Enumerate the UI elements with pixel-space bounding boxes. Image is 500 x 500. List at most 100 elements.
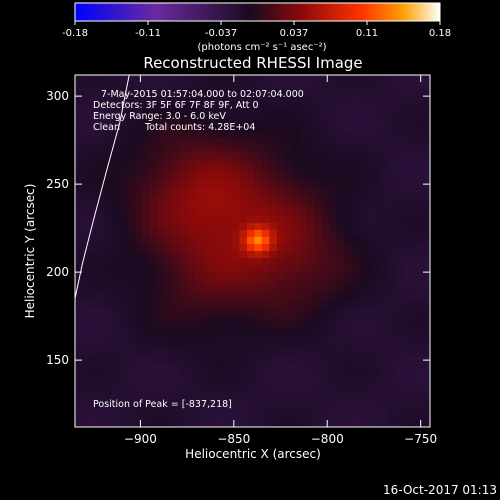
heatmap-cell — [164, 187, 173, 196]
heatmap-cell — [179, 335, 188, 344]
heatmap-cell — [426, 300, 430, 308]
heatmap-cell — [426, 82, 430, 90]
heatmap-cell — [396, 314, 405, 322]
heatmap-cell — [284, 286, 293, 294]
heatmap-cell — [179, 173, 188, 182]
heatmap-cell — [149, 384, 158, 393]
heatmap-cell — [194, 187, 203, 196]
heatmap-cell — [217, 110, 226, 118]
heatmap-cell — [239, 152, 248, 161]
heatmap-cell — [359, 222, 368, 231]
heatmap-cell — [426, 272, 430, 280]
heatmap-cell — [157, 419, 166, 427]
heatmap-cell — [299, 96, 308, 104]
heatmap-cell — [418, 75, 427, 83]
heatmap-cell — [373, 328, 383, 337]
heatmap-cell — [418, 335, 427, 344]
heatmap-cell — [329, 166, 338, 175]
heatmap-cell — [299, 173, 308, 182]
heatmap-cell — [149, 131, 158, 139]
heatmap-cell — [426, 159, 430, 168]
heatmap-cell — [239, 110, 248, 118]
heatmap-cell — [314, 173, 323, 182]
heatmap-cell — [209, 391, 218, 400]
heatmap-cell — [261, 335, 270, 344]
heatmap-cell — [254, 152, 263, 161]
heatmap-cell — [359, 314, 368, 322]
heatmap-cell — [291, 117, 300, 125]
heatmap-cell — [179, 272, 188, 280]
heatmap-cell — [396, 131, 405, 139]
heatmap-cell — [291, 328, 300, 337]
heatmap-cell — [89, 279, 99, 287]
heatmap-cell — [97, 251, 106, 259]
heatmap-cell — [112, 110, 121, 118]
heatmap-cell — [179, 286, 188, 294]
heatmap-cell — [104, 243, 113, 252]
heatmap-cell — [329, 300, 338, 308]
heatmap-cell — [366, 215, 375, 224]
heatmap-cell — [344, 363, 353, 372]
heatmap-cell — [299, 103, 308, 111]
heatmap-cell — [411, 300, 420, 308]
heatmap-cell — [388, 243, 397, 252]
heatmap-cell — [127, 412, 136, 421]
heatmap-cell — [411, 89, 420, 97]
heatmap-cell — [426, 398, 430, 407]
heatmap-cell — [239, 342, 248, 351]
heatmap-cell — [164, 194, 173, 203]
heatmap-cell — [149, 236, 158, 245]
heatmap-cell — [142, 229, 151, 238]
heatmap-cell — [172, 314, 181, 322]
heatmap-cell — [418, 300, 427, 308]
heatmap-cell — [217, 349, 226, 358]
heatmap-cell — [359, 173, 368, 182]
heatmap-cell — [299, 251, 308, 259]
solar-limb-line — [75, 75, 130, 299]
heatmap-cell — [194, 286, 203, 294]
heatmap-cell — [104, 124, 113, 132]
heatmap-cell — [202, 335, 211, 344]
heatmap-cell — [276, 307, 285, 315]
heatmap-cell — [321, 349, 330, 358]
heatmap-cell — [329, 103, 338, 111]
heatmap-cell — [411, 145, 420, 154]
heatmap-cell — [164, 398, 173, 407]
heatmap-cell — [127, 377, 136, 386]
heatmap-cell — [202, 328, 211, 337]
heatmap-cell — [104, 328, 113, 337]
heatmap-cell — [75, 300, 84, 308]
heatmap-cell — [366, 152, 375, 161]
heatmap-cell — [403, 342, 412, 351]
heatmap-cell — [254, 300, 263, 308]
heatmap-cell — [209, 243, 218, 252]
heatmap-cell — [239, 180, 248, 189]
heatmap-cell — [89, 124, 99, 132]
heatmap-cell — [254, 279, 263, 287]
heatmap-cell — [202, 180, 211, 189]
heatmap-cell — [344, 321, 353, 330]
heatmap-cell — [112, 180, 121, 189]
heatmap-cell — [119, 349, 128, 358]
heatmap-cell — [351, 110, 360, 118]
heatmap-cell — [119, 159, 128, 168]
heatmap-cell — [202, 173, 211, 182]
heatmap-cell — [381, 300, 390, 308]
heatmap-cell — [321, 321, 330, 330]
heatmap-cell — [82, 222, 91, 231]
annotation-peak-position: Position of Peak = [-837,218] — [93, 399, 232, 410]
heatmap-cell — [89, 187, 99, 196]
heatmap-cell — [194, 222, 203, 231]
heatmap-cell — [366, 314, 375, 322]
heatmap-cell — [119, 103, 128, 111]
heatmap-cell — [411, 286, 420, 294]
heatmap-cell — [157, 222, 166, 231]
heatmap-cell — [127, 258, 136, 266]
heatmap-cell — [403, 307, 412, 315]
heatmap-cell — [149, 279, 158, 287]
heatmap-cell — [202, 117, 211, 125]
heatmap-cell — [388, 328, 397, 337]
heatmap-cell — [157, 363, 166, 372]
heatmap-cell — [194, 96, 203, 104]
heatmap-cell — [89, 251, 99, 259]
